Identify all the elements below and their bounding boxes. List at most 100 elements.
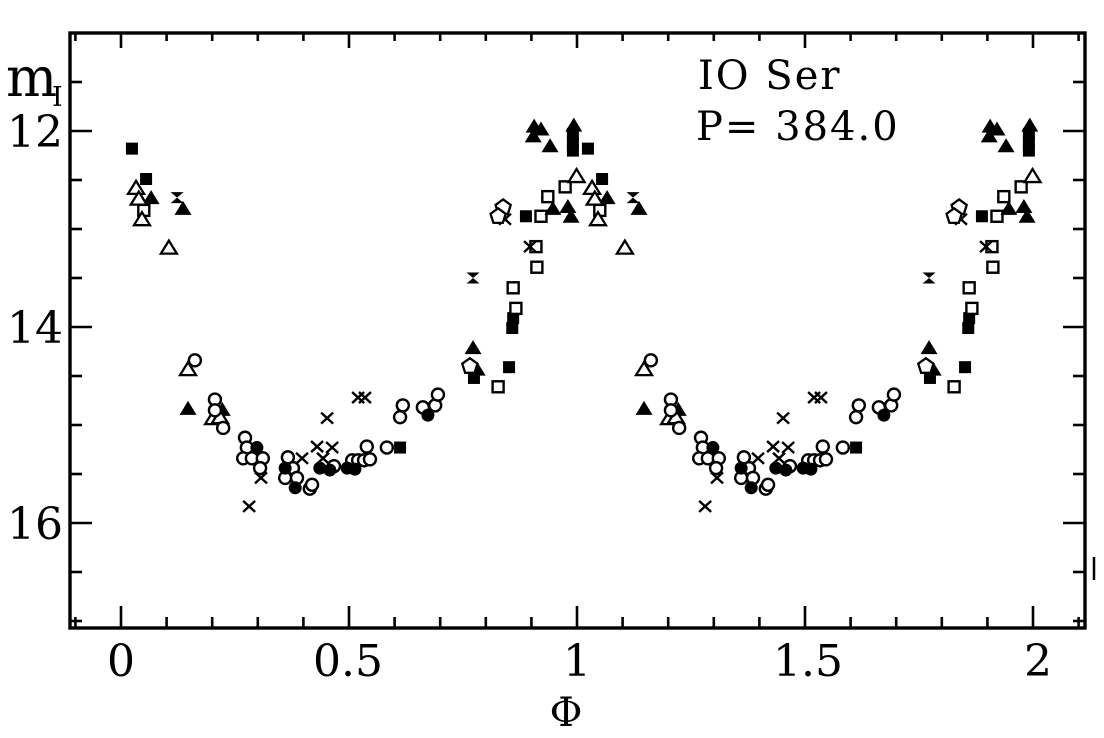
marker-filled-circle	[744, 481, 758, 495]
marker-open-circle	[430, 387, 446, 402]
marker-open-square	[534, 209, 548, 223]
marker-open-circle	[835, 440, 851, 455]
marker-open-triangle	[128, 189, 149, 206]
tick-mark	[751, 451, 765, 465]
marker-open-triangle	[584, 189, 605, 206]
marker-open-triangle	[633, 359, 655, 377]
marker-cross	[316, 451, 330, 465]
marker-filled-square	[975, 210, 988, 223]
marker-open-circle	[304, 477, 320, 492]
marker-cross	[979, 240, 993, 254]
marker-open-circle	[663, 403, 679, 418]
marker-open-circle	[886, 387, 902, 402]
marker-open-square	[491, 380, 505, 394]
marker-open-circle	[851, 398, 867, 413]
marker-filled-circle	[877, 408, 891, 422]
marker-filled-triangle	[565, 117, 583, 132]
marker-bowtie	[922, 272, 936, 284]
x-tick-label-15: 1.5	[773, 636, 843, 687]
marker-filled-square	[503, 361, 516, 374]
marker-open-square	[962, 281, 976, 295]
marker-open-triangle	[177, 359, 199, 377]
x-tick-label-2: 2	[1024, 636, 1052, 687]
marker-open-square	[965, 301, 979, 316]
tick-mark	[325, 441, 339, 454]
period-annotation: P= 384.0	[696, 104, 900, 150]
marker-bowtie	[466, 272, 480, 284]
tick-mark	[316, 451, 330, 465]
marker-filled-square	[566, 144, 579, 157]
tick-mark	[242, 499, 256, 513]
marker-filled-triangle	[988, 121, 1006, 136]
marker-open-circle	[359, 439, 374, 454]
marker-filled-square	[959, 361, 972, 374]
marker-open-triangle	[581, 178, 603, 195]
x-tick-label-05: 0.5	[313, 636, 383, 687]
marker-open-triangle	[1022, 166, 1043, 184]
marker-open-square	[1014, 180, 1028, 194]
marker-filled-square	[125, 142, 138, 155]
marker-open-pentagon	[489, 206, 508, 225]
marker-filled-circle	[313, 461, 327, 475]
marker-cross	[814, 391, 828, 404]
marker-open-triangle	[131, 210, 153, 227]
marker-cross	[781, 441, 795, 454]
y-tick-label-14: 14	[7, 303, 63, 354]
marker-filled-circle	[288, 481, 302, 495]
marker-open-square	[506, 281, 520, 295]
y-tick-label-12: 12	[7, 107, 63, 158]
marker-open-square	[990, 209, 1004, 223]
marker-cross	[776, 411, 790, 425]
marker-open-circle	[848, 409, 864, 425]
marker-filled-circle	[323, 463, 337, 477]
marker-open-triangle	[587, 210, 609, 227]
x-tick-label-1: 1	[563, 636, 591, 687]
x-axis-label: Φ	[550, 690, 583, 736]
marker-cross	[295, 451, 309, 465]
marker-filled-triangle	[1021, 117, 1039, 132]
marker-bowtie	[170, 192, 184, 204]
marker-open-square	[509, 301, 523, 316]
marker-filled-triangle	[544, 200, 562, 215]
marker-filled-triangle	[174, 200, 192, 215]
marker-filled-square	[394, 441, 407, 454]
tick-mark	[295, 451, 309, 465]
marker-open-circle	[671, 420, 687, 436]
marker-filled-triangle	[562, 208, 580, 223]
marker-filled-circle	[278, 461, 292, 475]
marker-open-circle	[252, 460, 268, 476]
marker-open-triangle	[566, 166, 587, 184]
marker-filled-triangle	[532, 121, 550, 136]
marker-open-circle	[362, 452, 378, 467]
marker-filled-triangle	[980, 128, 998, 143]
marker-filled-triangle	[142, 190, 160, 205]
tick-mark	[814, 391, 828, 404]
marker-open-pentagon	[916, 356, 935, 374]
marker-filled-square	[596, 173, 609, 186]
marker-open-circle	[818, 452, 834, 467]
marker-open-square	[541, 189, 555, 204]
marker-bowtie	[626, 192, 640, 204]
marker-cross	[254, 471, 268, 485]
marker-filled-square	[963, 312, 976, 325]
marker-filled-square	[507, 312, 520, 325]
marker-open-square	[986, 260, 1000, 274]
marker-filled-square	[850, 441, 863, 454]
tick-mark	[766, 440, 780, 453]
tick-mark	[710, 471, 724, 485]
marker-filled-triangle	[1018, 208, 1036, 223]
marker-filled-square	[519, 210, 532, 223]
marker-filled-circle	[779, 463, 793, 477]
marker-open-square	[947, 380, 961, 394]
marker-open-circle	[392, 409, 408, 425]
y-tick-label-16: 16	[7, 499, 63, 550]
axis-ticks	[70, 33, 1085, 628]
marker-open-square	[558, 180, 572, 194]
marker-open-circle	[760, 477, 776, 492]
marker-filled-triangle	[635, 400, 653, 415]
marker-open-circle	[187, 353, 203, 368]
marker-open-circle	[395, 398, 411, 413]
marker-filled-triangle	[464, 340, 482, 355]
tick-mark	[781, 441, 795, 454]
